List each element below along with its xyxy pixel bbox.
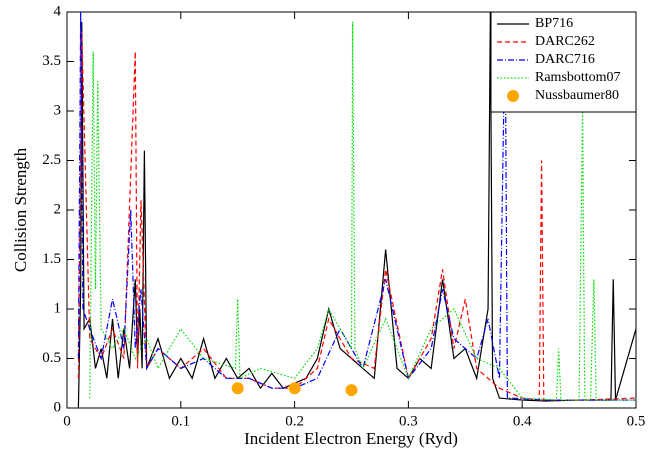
legend-label: DARC262 [535, 34, 595, 49]
legend-label: BP716 [535, 16, 573, 31]
y-tick-label: 2.5 [42, 152, 61, 168]
x-axis-label: Incident Electron Energy (Ryd) [244, 429, 458, 448]
x-tick-label: 0.4 [513, 413, 532, 429]
y-tick-label: 0 [54, 399, 62, 415]
y-tick-label: 3 [54, 102, 62, 118]
y-tick-label: 1 [54, 300, 62, 316]
data-line [89, 21, 636, 401]
data-point [231, 382, 244, 395]
legend-label: Ramsbottom07 [535, 70, 621, 85]
x-tick-label: 0.1 [171, 413, 190, 429]
x-tick-label: 0.5 [627, 413, 646, 429]
legend-label: Nussbaumer80 [535, 88, 619, 103]
y-tick-label: 3.5 [42, 53, 61, 69]
x-tick-label: 0.2 [285, 413, 304, 429]
y-tick-label: 4 [54, 3, 62, 19]
data-point [288, 382, 301, 395]
y-tick-label: 1.5 [42, 251, 61, 267]
legend-marker [507, 90, 519, 102]
x-tick-label: 0.3 [399, 413, 418, 429]
x-tick-label: 0 [63, 413, 71, 429]
y-tick-label: 2 [54, 201, 62, 217]
data-line [77, 31, 636, 401]
y-tick-label: 0.5 [42, 350, 61, 366]
data-line [77, 12, 636, 408]
y-axis-label: Collision Strength [11, 147, 30, 272]
data-point [345, 384, 358, 397]
plot-area [77, 12, 636, 408]
legend-label: DARC716 [535, 52, 595, 67]
